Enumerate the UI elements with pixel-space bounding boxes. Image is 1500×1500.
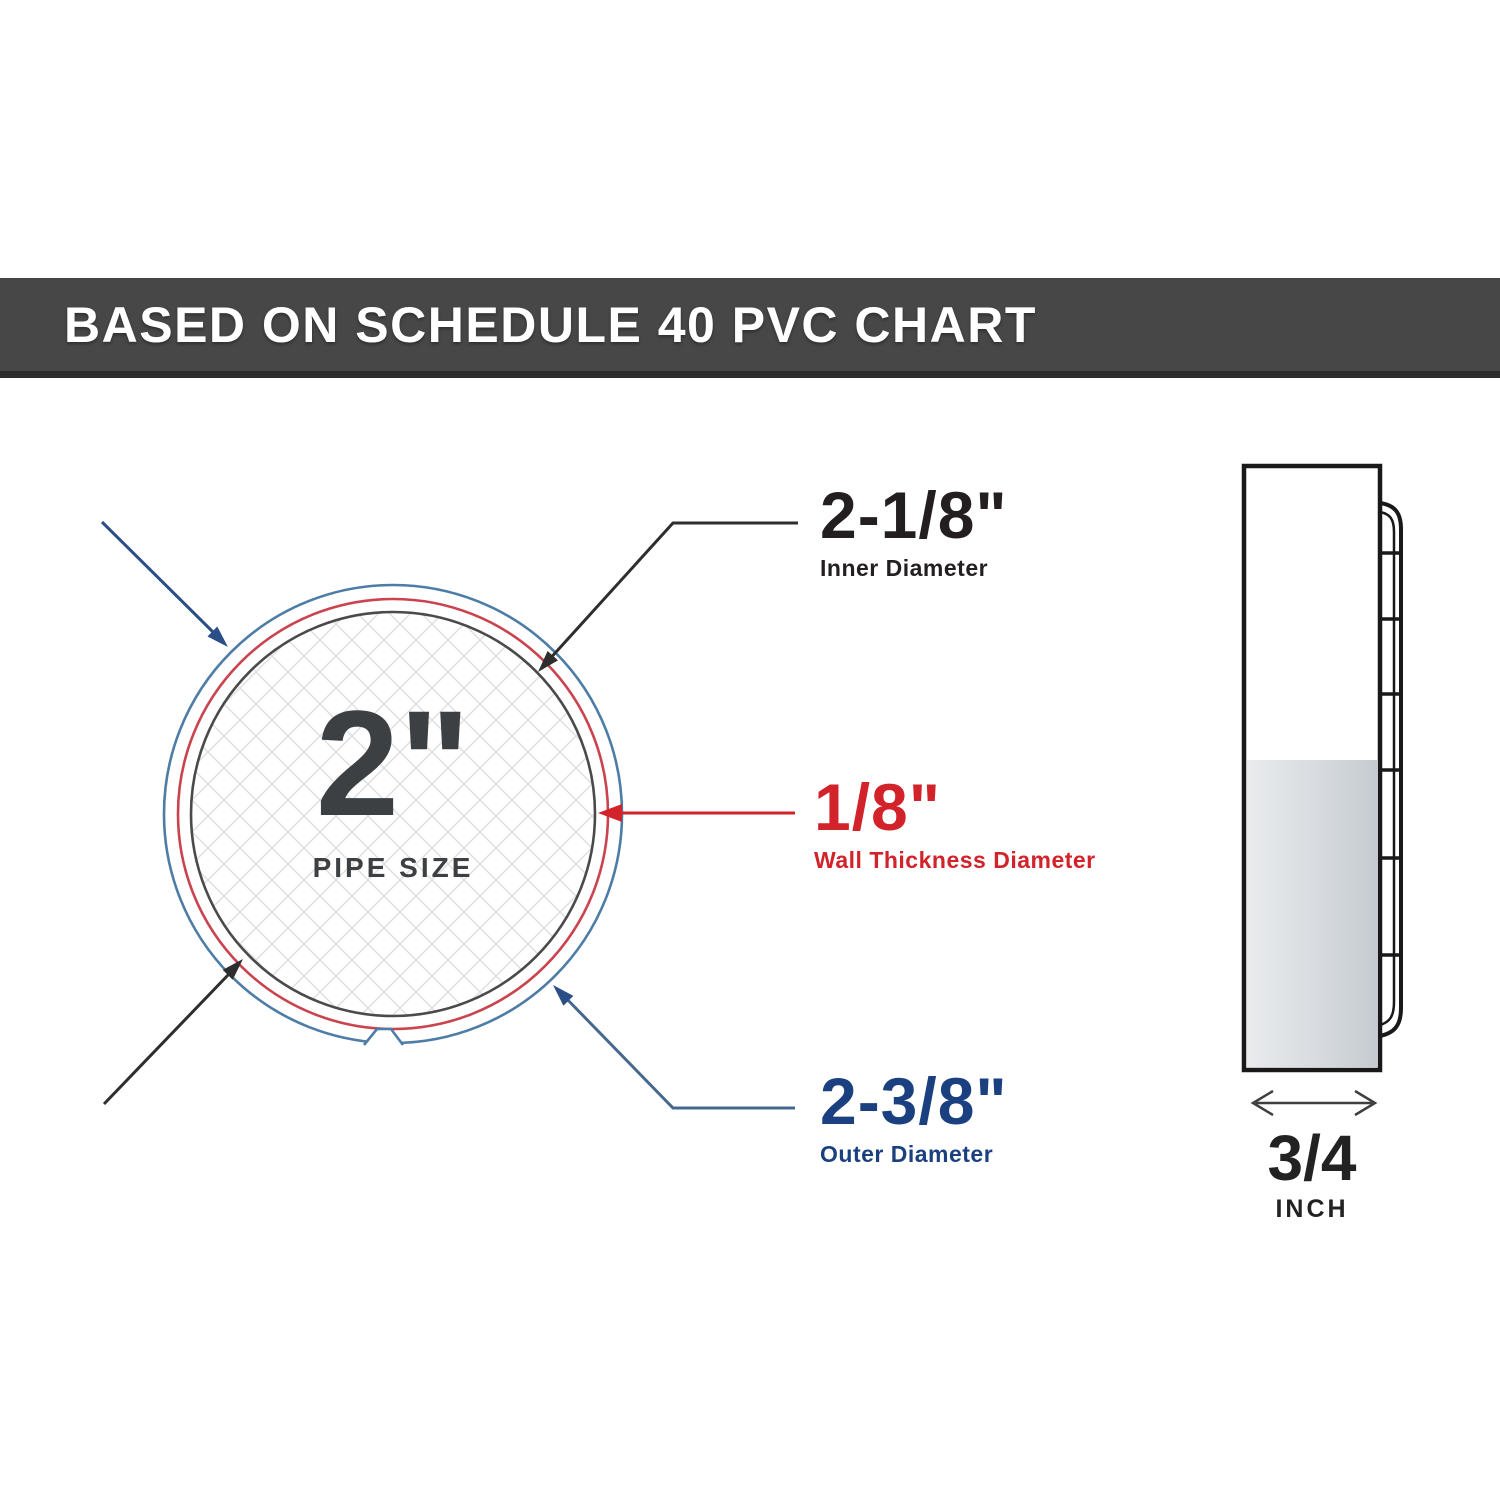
wall-thickness-label: 1/8" Wall Thickness Diameter (814, 774, 1096, 874)
header-banner: BASED ON SCHEDULE 40 PVC CHART (0, 278, 1500, 378)
cap-rim-ticks (1381, 551, 1400, 957)
inner-diameter-value: 2-1/8" (820, 478, 1008, 552)
cap-depth-label: 3/4 INCH (1212, 1126, 1412, 1224)
cap-rim-inner-line (1379, 510, 1396, 1027)
pipe-size-caption: PIPE SIZE (312, 852, 474, 883)
pipe-size-value: 2" (315, 679, 471, 847)
arrowhead-icon (538, 651, 558, 672)
outer-diameter-arrow-topleft (100, 520, 216, 635)
outer-diameter-value: 2-3/8" (820, 1064, 1008, 1138)
arrowhead-icon (553, 985, 574, 1006)
cap-depth-unit: INCH (1275, 1195, 1349, 1223)
arrowhead-icon (207, 626, 228, 647)
inner-diameter-leader (545, 521, 798, 664)
outer-diameter-caption: Outer Diameter (820, 1141, 994, 1167)
depth-dimension-arrow (1250, 1089, 1378, 1117)
pipe-size-label: 2" PIPE SIZE (193, 688, 593, 884)
cap-side-view-fill (1247, 760, 1377, 1067)
outer-diameter-label: 2-3/8" Outer Diameter (820, 1068, 1008, 1168)
banner-title: BASED ON SCHEDULE 40 PVC CHART (64, 296, 1037, 353)
inner-diameter-ring (189, 610, 597, 1018)
inner-diameter-caption: Inner Diameter (820, 555, 989, 581)
pipe-bore-crosshatch (191, 612, 595, 1016)
inner-diameter-arrow-bottomleft (102, 972, 231, 1106)
cap-depth-value: 3/4 (1267, 1122, 1357, 1194)
arrowhead-icon (222, 959, 243, 980)
outer-diameter-leader (560, 992, 795, 1110)
wall-thickness-caption: Wall Thickness Diameter (814, 847, 1096, 873)
cap-rim-outer-line (1379, 501, 1403, 1038)
arrowhead-icon (598, 804, 622, 822)
notch-icon (362, 1027, 405, 1046)
inner-diameter-label: 2-1/8" Inner Diameter (820, 482, 1008, 582)
wall-thickness-value: 1/8" (814, 770, 942, 844)
